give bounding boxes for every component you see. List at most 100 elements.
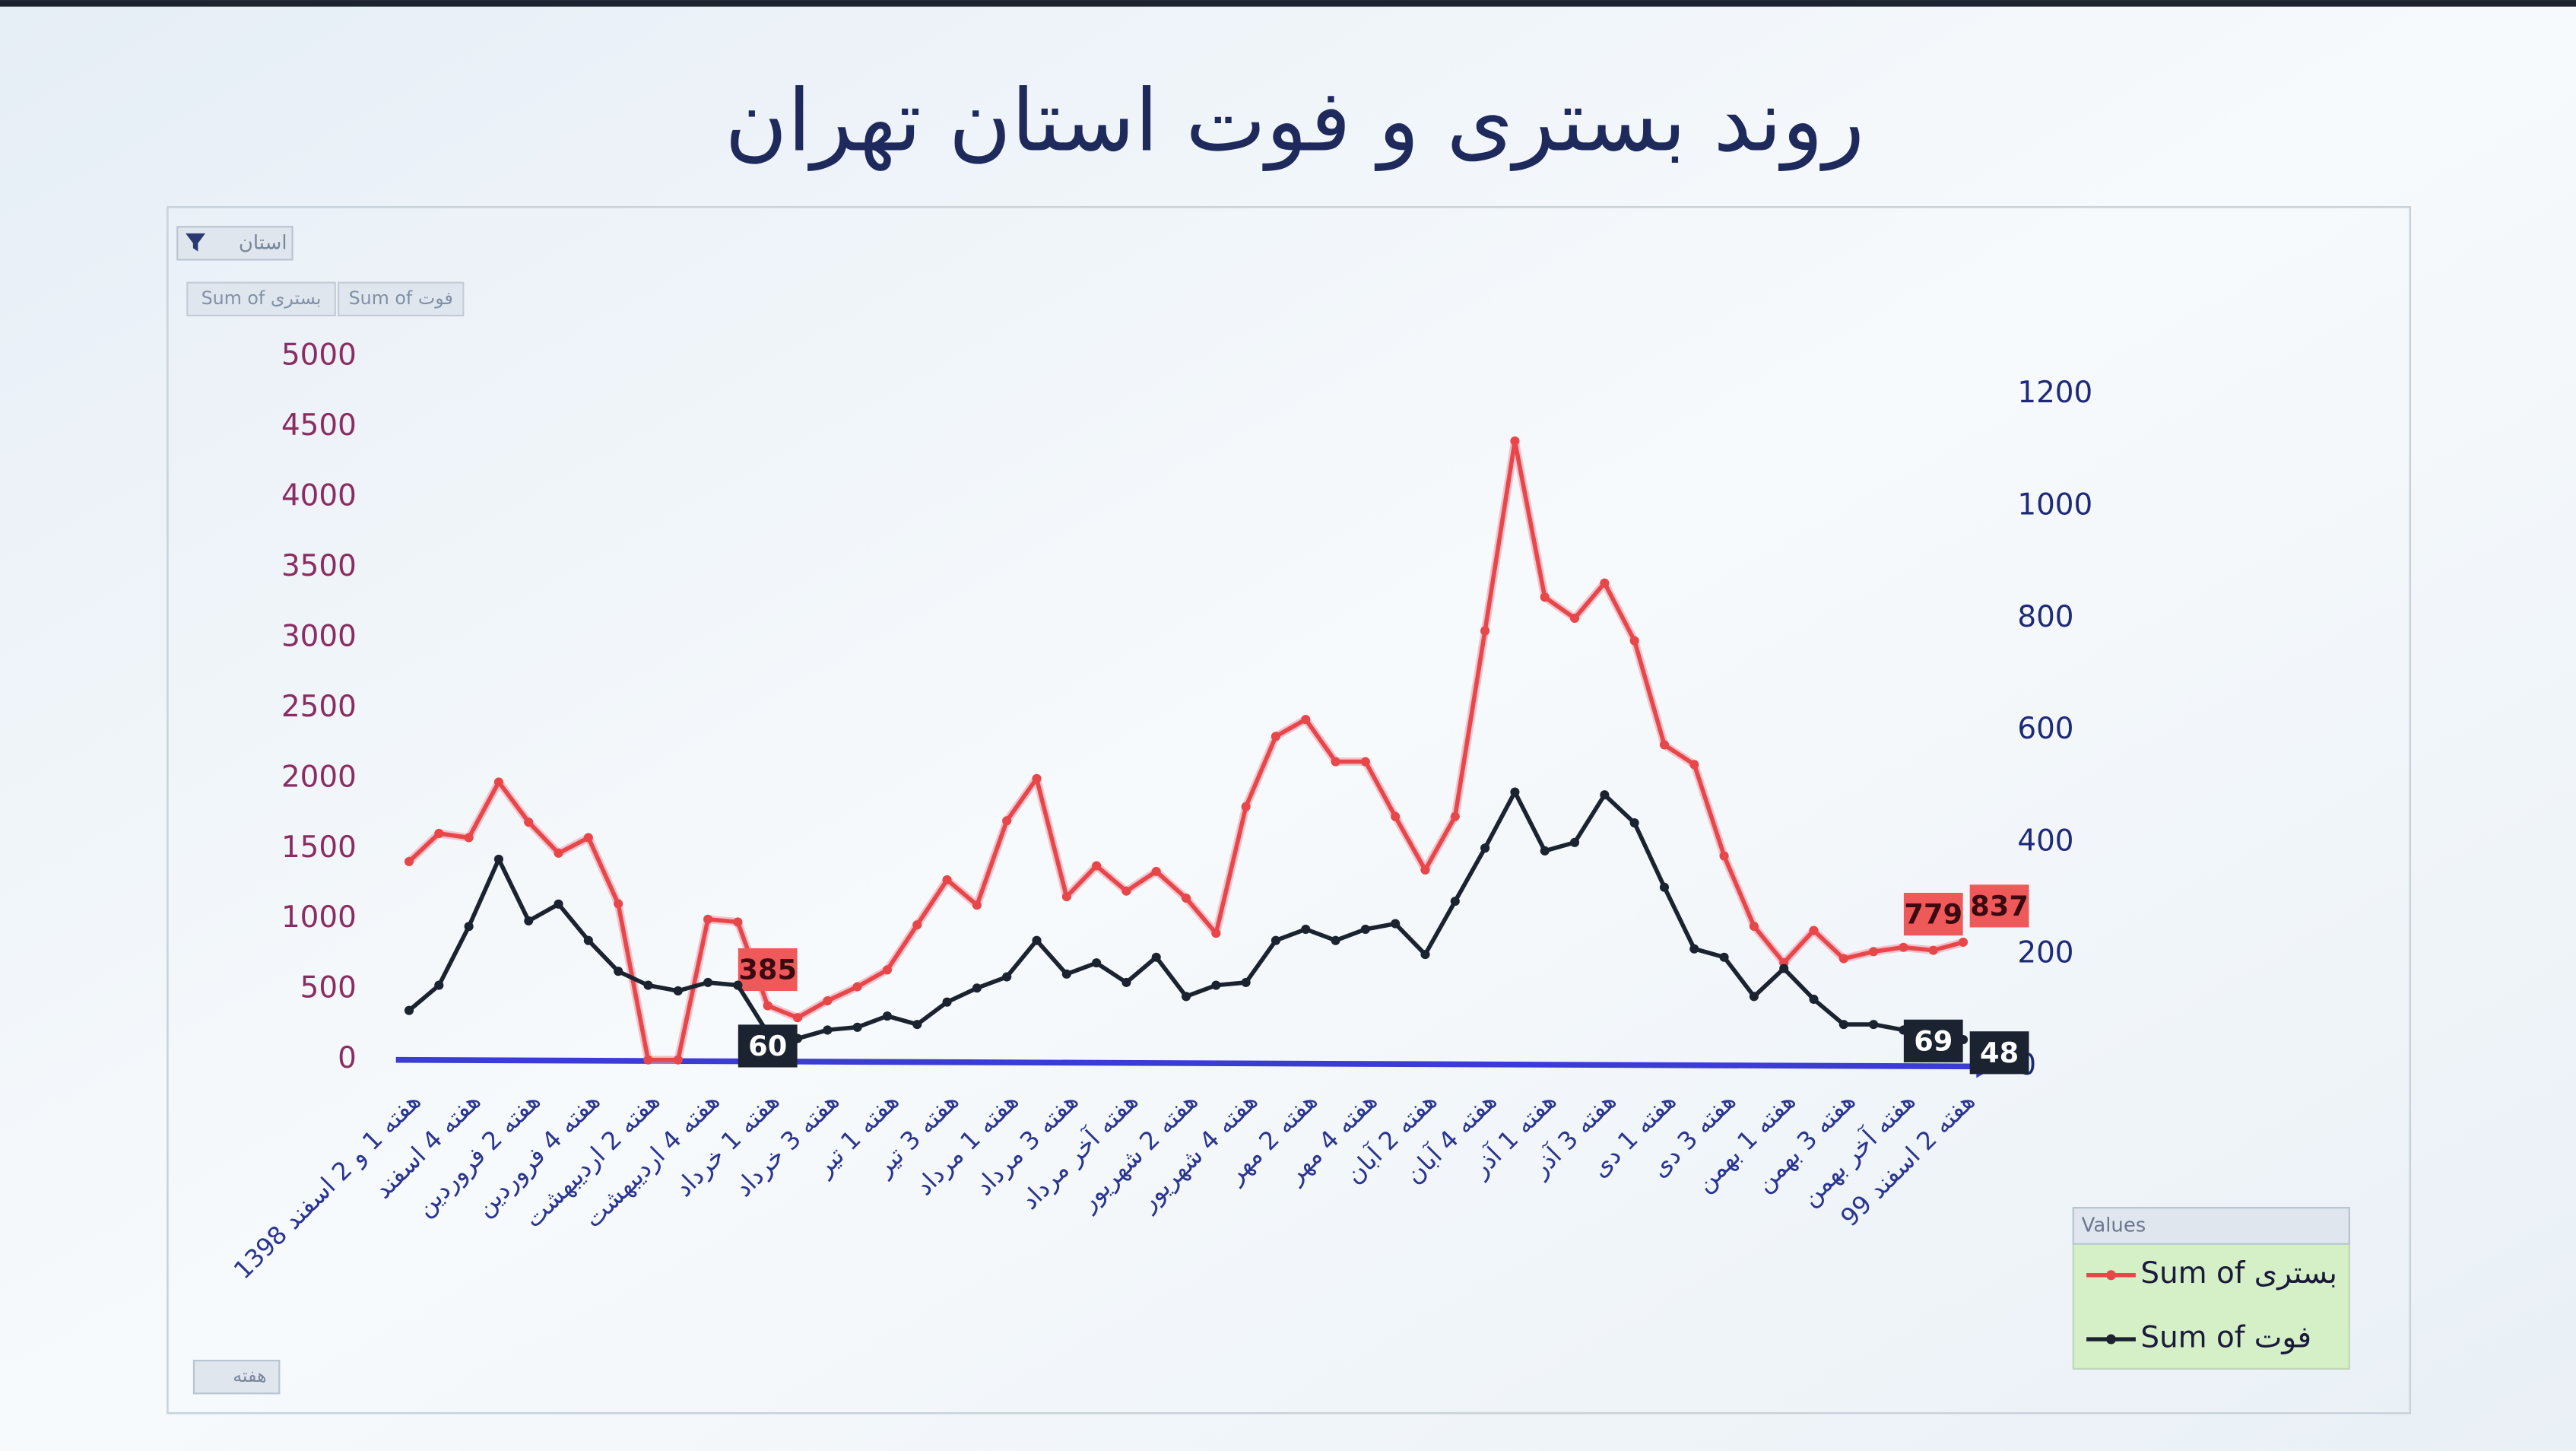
- data-point: [524, 818, 534, 827]
- y2-tick-label: 1200: [2017, 376, 2092, 410]
- legend-marker: [2106, 1270, 2116, 1281]
- data-point: [1061, 969, 1071, 979]
- data-point: [1092, 861, 1102, 871]
- data-point: [1450, 897, 1460, 906]
- data-point: [1211, 980, 1221, 990]
- y2-tick-label: 1000: [2017, 488, 2092, 522]
- data-point: [583, 833, 593, 843]
- data-point: [1211, 929, 1221, 938]
- field-button-label: Sum of فوت: [349, 287, 453, 309]
- legend-label: Sum of بستری: [2140, 1256, 2336, 1291]
- data-point: [1899, 942, 1908, 952]
- data-point: [852, 982, 862, 992]
- data-point: [1928, 945, 1938, 955]
- axis-field-button[interactable]: هفته: [192, 1360, 281, 1395]
- data-point: [1689, 944, 1699, 954]
- data-point: [1838, 954, 1848, 964]
- field-button[interactable]: [338, 281, 465, 316]
- data-point: [823, 995, 833, 1006]
- data-point: [1749, 992, 1759, 1002]
- y-tick-label: 500: [300, 971, 357, 1005]
- data-point: [1391, 811, 1401, 821]
- data-point: [912, 1020, 922, 1030]
- data-point: [1151, 952, 1161, 962]
- field-buttons: Sum of بستری Sum of فوت: [186, 281, 465, 316]
- legend-label: Sum of فوت: [2140, 1321, 2311, 1355]
- y-tick-label: 5000: [281, 338, 357, 372]
- data-label-box: [1969, 1031, 2029, 1075]
- y-tick-label: 1000: [281, 900, 357, 935]
- y-tick-label: 2000: [281, 760, 357, 794]
- data-point: [554, 848, 563, 858]
- data-point: [1540, 846, 1550, 856]
- data-point: [1659, 882, 1670, 892]
- data-point: [643, 980, 653, 990]
- data-point: [614, 899, 623, 909]
- data-point: [1271, 935, 1281, 945]
- data-point: [1600, 578, 1610, 588]
- data-point: [1121, 886, 1131, 896]
- data-point: [1689, 760, 1699, 770]
- y-tick-label: 4000: [281, 478, 357, 513]
- data-point: [1809, 994, 1819, 1005]
- data-point: [1838, 1020, 1848, 1030]
- data-point: [583, 935, 593, 945]
- data-point: [1061, 892, 1071, 902]
- data-point: [673, 1055, 683, 1065]
- filter-button[interactable]: استان: [176, 226, 293, 261]
- data-label: 48: [1980, 1037, 2019, 1069]
- data-point: [1121, 977, 1131, 987]
- y2-tick-label: 400: [2017, 824, 2073, 858]
- data-point: [1510, 787, 1520, 797]
- data-point: [1869, 1020, 1879, 1030]
- y-tick-label: 2500: [281, 690, 357, 724]
- legend-title: Values: [2082, 1214, 2146, 1237]
- y-tick-label: 4500: [281, 408, 357, 443]
- data-point: [1809, 926, 1819, 935]
- data-point: [1420, 865, 1430, 875]
- data-point: [1629, 636, 1639, 646]
- data-point: [733, 917, 743, 927]
- data-point: [493, 777, 503, 787]
- data-point: [972, 983, 982, 993]
- data-point: [1510, 436, 1520, 446]
- data-point: [882, 965, 893, 975]
- data-point: [1540, 592, 1550, 602]
- data-point: [464, 833, 474, 843]
- chart-title: روند بستری و فوت استان تهران: [725, 72, 1864, 172]
- data-point: [882, 1011, 893, 1021]
- chart-frame: [167, 205, 2412, 1414]
- data-point: [1360, 757, 1370, 767]
- data-point: [1301, 924, 1311, 934]
- data-point: [733, 980, 743, 990]
- data-point: [1749, 921, 1759, 932]
- data-point: [1002, 816, 1012, 826]
- filter-label: استان: [239, 231, 287, 254]
- data-point: [673, 986, 683, 995]
- data-point: [1151, 866, 1161, 876]
- data-point: [1032, 935, 1042, 945]
- data-label: 60: [748, 1030, 787, 1062]
- data-point: [1629, 818, 1639, 828]
- axis-field-button-box[interactable]: [192, 1360, 281, 1395]
- screen-edge: [0, 0, 2576, 7]
- data-label-box: [1903, 1019, 1963, 1062]
- data-point: [1360, 924, 1370, 934]
- y-tick-label: 1500: [281, 830, 357, 865]
- data-label-box: [738, 1024, 798, 1068]
- data-label: 779: [1904, 898, 1962, 931]
- data-point: [942, 997, 952, 1007]
- data-point: [852, 1022, 862, 1032]
- data-point: [1600, 790, 1610, 800]
- field-button[interactable]: [186, 281, 336, 316]
- data-point: [1241, 802, 1251, 811]
- data-point: [1181, 992, 1191, 1002]
- data-point: [1959, 937, 1968, 947]
- data-point: [1391, 919, 1401, 929]
- data-point: [1719, 851, 1729, 861]
- data-point: [1271, 732, 1281, 741]
- y-tick-label: 3000: [281, 619, 357, 653]
- data-point: [1480, 626, 1490, 636]
- data-label-box: [1969, 884, 2029, 928]
